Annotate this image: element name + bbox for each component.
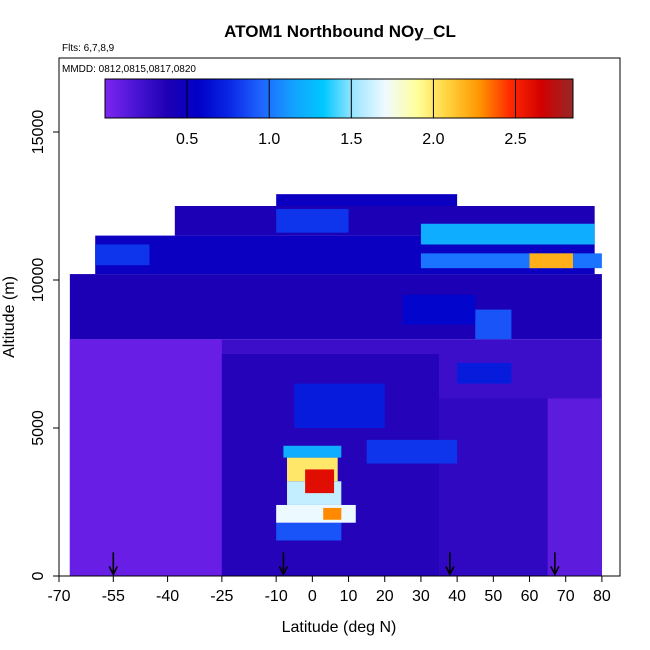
x-tick-label: -10 [265,588,288,605]
y-tick-label: 0 [30,571,47,580]
x-tick-label: 10 [340,588,358,605]
arrow-markers [108,552,560,576]
heatmap-cell [95,244,150,266]
x-tick-label: 80 [593,588,611,605]
heatmap-cell [294,383,385,428]
arrow-head [278,566,289,576]
heatmap-cell [69,274,602,340]
y-axis: 0 5000 10000 15000 [30,110,59,580]
x-tick-label: -40 [156,588,179,605]
colorbar-tick-label: 1.5 [340,131,362,148]
x-tick-label: 40 [448,588,466,605]
y-tick-label: 15000 [30,110,47,155]
chart-title: ATOM1 Northbound NOy_CL [224,22,456,41]
heatmap-cell [276,522,342,541]
arrow-head [445,566,455,576]
dates-note: MMDD: 0812,0815,0817,0820 [62,64,196,75]
heatmap-cell [305,469,335,494]
colorbar-ramp [104,78,574,119]
x-tick-label: -55 [102,588,125,605]
colorbar-tick-label: 2.5 [504,131,526,148]
x-tick-label: 0 [308,588,317,605]
y-tick-label: 10000 [30,258,47,303]
heatmap-layer [69,194,602,576]
heatmap-cell [366,439,458,464]
x-tick-label: 50 [484,588,502,605]
heatmap-cell [547,398,602,576]
plot-frame [58,57,621,577]
x-tick-label: 70 [557,588,575,605]
heatmap-cell [475,309,512,340]
heatmap-cell [420,223,595,245]
colorbar: 0.5 1.0 1.5 2.0 2.5 [104,78,574,148]
heatmap-cell [420,253,602,269]
colorbar-tick-label: 2.0 [422,131,444,148]
heatmap-cell [283,445,342,458]
heatmap-cell [323,507,342,520]
x-tick-label: -70 [47,588,70,605]
heatmap-cell [276,208,349,233]
x-tick-label: -25 [210,588,233,605]
arrow-head [550,566,560,576]
heatmap-cell [402,294,476,325]
x-tick-label: 20 [376,588,394,605]
arrow-head [108,566,118,576]
x-tick-label: 60 [521,588,539,605]
colorbar-tick-label: 0.5 [176,131,198,148]
x-tick-label: 30 [412,588,430,605]
heatmap-cell [529,253,573,269]
y-tick-label: 5000 [30,410,47,446]
heatmap-cell [276,194,458,206]
heatmap-cell [69,339,222,576]
colorbar-tick-label: 1.0 [258,131,280,148]
x-axis-label: Latitude (deg N) [282,619,397,636]
y-axis-label: Altitude (m) [1,276,18,358]
flights-note: Flts: 6,7,8,9 [62,43,115,54]
heatmap-cell [276,504,356,523]
heatmap-cell [457,362,512,384]
x-axis: -70 -55 -40 -25 -10 0 10 20 30 40 50 60 70 80 [47,576,611,605]
